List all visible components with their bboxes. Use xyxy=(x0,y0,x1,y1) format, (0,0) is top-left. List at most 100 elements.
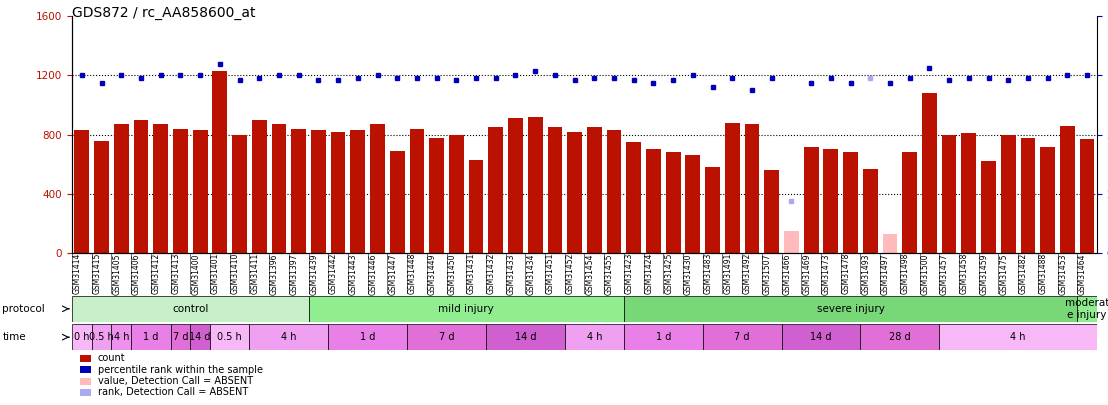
Bar xyxy=(72,324,92,350)
Bar xyxy=(112,324,131,350)
Text: GSM31454: GSM31454 xyxy=(585,253,594,294)
Text: 4 h: 4 h xyxy=(586,332,602,342)
Bar xyxy=(173,129,188,253)
Bar xyxy=(1040,147,1055,253)
Bar xyxy=(489,127,503,253)
Bar xyxy=(1001,134,1016,253)
Text: GSM31433: GSM31433 xyxy=(506,253,515,294)
Text: 4 h: 4 h xyxy=(1010,332,1026,342)
Text: GSM31448: GSM31448 xyxy=(408,253,417,294)
Bar xyxy=(311,130,326,253)
Bar xyxy=(80,389,91,396)
Bar xyxy=(410,129,424,253)
Bar xyxy=(171,324,191,350)
Bar xyxy=(861,324,940,350)
Bar xyxy=(624,324,702,350)
Text: GSM31413: GSM31413 xyxy=(172,253,181,294)
Text: 1 d: 1 d xyxy=(143,332,158,342)
Bar xyxy=(705,167,720,253)
Bar xyxy=(823,149,839,253)
Text: GSM31451: GSM31451 xyxy=(546,253,555,294)
Text: 4 h: 4 h xyxy=(113,332,129,342)
Text: GDS872 / rc_AA858600_at: GDS872 / rc_AA858600_at xyxy=(72,6,256,20)
Text: count: count xyxy=(98,354,125,363)
Bar xyxy=(233,134,247,253)
Bar xyxy=(469,160,483,253)
Bar xyxy=(94,141,109,253)
Text: GSM31447: GSM31447 xyxy=(388,253,398,294)
Bar xyxy=(271,124,286,253)
Bar xyxy=(211,324,249,350)
Bar xyxy=(646,149,660,253)
Text: 14 d: 14 d xyxy=(189,332,211,342)
Bar xyxy=(547,127,562,253)
Text: GSM31482: GSM31482 xyxy=(1019,253,1028,294)
Bar xyxy=(565,324,624,350)
Text: 7 d: 7 d xyxy=(173,332,188,342)
Bar xyxy=(666,152,680,253)
Bar xyxy=(114,124,129,253)
Bar xyxy=(486,324,565,350)
Text: 14 d: 14 d xyxy=(810,332,832,342)
Bar xyxy=(74,130,90,253)
Text: GSM31449: GSM31449 xyxy=(428,253,437,294)
Text: GSM31466: GSM31466 xyxy=(782,253,791,294)
Text: GSM31423: GSM31423 xyxy=(625,253,634,294)
Text: percentile rank within the sample: percentile rank within the sample xyxy=(98,365,263,375)
Text: GSM31443: GSM31443 xyxy=(349,253,358,294)
Text: GSM31469: GSM31469 xyxy=(802,253,811,294)
Bar xyxy=(784,231,799,253)
Bar xyxy=(702,324,781,350)
Bar xyxy=(449,134,464,253)
Bar xyxy=(942,134,956,253)
Text: GSM31488: GSM31488 xyxy=(1038,253,1048,294)
Text: GSM31400: GSM31400 xyxy=(192,253,201,294)
Text: GSM31458: GSM31458 xyxy=(960,253,968,294)
Bar xyxy=(407,324,486,350)
Bar xyxy=(803,147,819,253)
Bar xyxy=(330,132,346,253)
Text: 0.5 h: 0.5 h xyxy=(90,332,114,342)
Text: mild injury: mild injury xyxy=(439,304,494,314)
Text: 7 d: 7 d xyxy=(735,332,750,342)
Text: 1 d: 1 d xyxy=(656,332,671,342)
Text: value, Detection Call = ABSENT: value, Detection Call = ABSENT xyxy=(98,376,253,386)
Bar xyxy=(193,130,207,253)
Bar xyxy=(940,324,1097,350)
Bar xyxy=(1079,139,1095,253)
Text: GSM31498: GSM31498 xyxy=(901,253,910,294)
Text: GSM31475: GSM31475 xyxy=(999,253,1008,294)
Bar xyxy=(191,324,211,350)
Text: GSM31450: GSM31450 xyxy=(448,253,456,294)
Bar xyxy=(624,296,1077,322)
Bar xyxy=(725,123,740,253)
Text: 28 d: 28 d xyxy=(889,332,911,342)
Bar xyxy=(131,324,171,350)
Bar xyxy=(308,296,624,322)
Text: GSM31405: GSM31405 xyxy=(112,253,121,294)
Text: time: time xyxy=(2,332,25,342)
Bar xyxy=(80,355,91,362)
Text: rank, Detection Call = ABSENT: rank, Detection Call = ABSENT xyxy=(98,388,248,397)
Bar xyxy=(153,124,168,253)
Text: GSM31439: GSM31439 xyxy=(309,253,318,294)
Bar xyxy=(249,324,328,350)
Text: GSM31397: GSM31397 xyxy=(289,253,299,294)
Bar xyxy=(863,169,878,253)
Bar xyxy=(328,324,407,350)
Text: severe injury: severe injury xyxy=(817,304,884,314)
Bar xyxy=(843,152,858,253)
Text: GSM31430: GSM31430 xyxy=(684,253,692,294)
Text: GSM31424: GSM31424 xyxy=(645,253,654,294)
Bar xyxy=(134,120,148,253)
Bar xyxy=(390,151,404,253)
Bar xyxy=(883,234,897,253)
Bar xyxy=(1020,138,1035,253)
Text: 1 d: 1 d xyxy=(360,332,376,342)
Text: moderat
e injury: moderat e injury xyxy=(1065,298,1108,320)
Text: GSM31452: GSM31452 xyxy=(565,253,575,294)
Bar xyxy=(527,117,543,253)
Text: GSM31497: GSM31497 xyxy=(881,253,890,294)
Bar xyxy=(252,120,267,253)
Bar xyxy=(567,132,582,253)
